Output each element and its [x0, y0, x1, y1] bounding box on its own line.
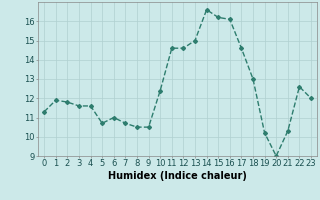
X-axis label: Humidex (Indice chaleur): Humidex (Indice chaleur)	[108, 171, 247, 181]
